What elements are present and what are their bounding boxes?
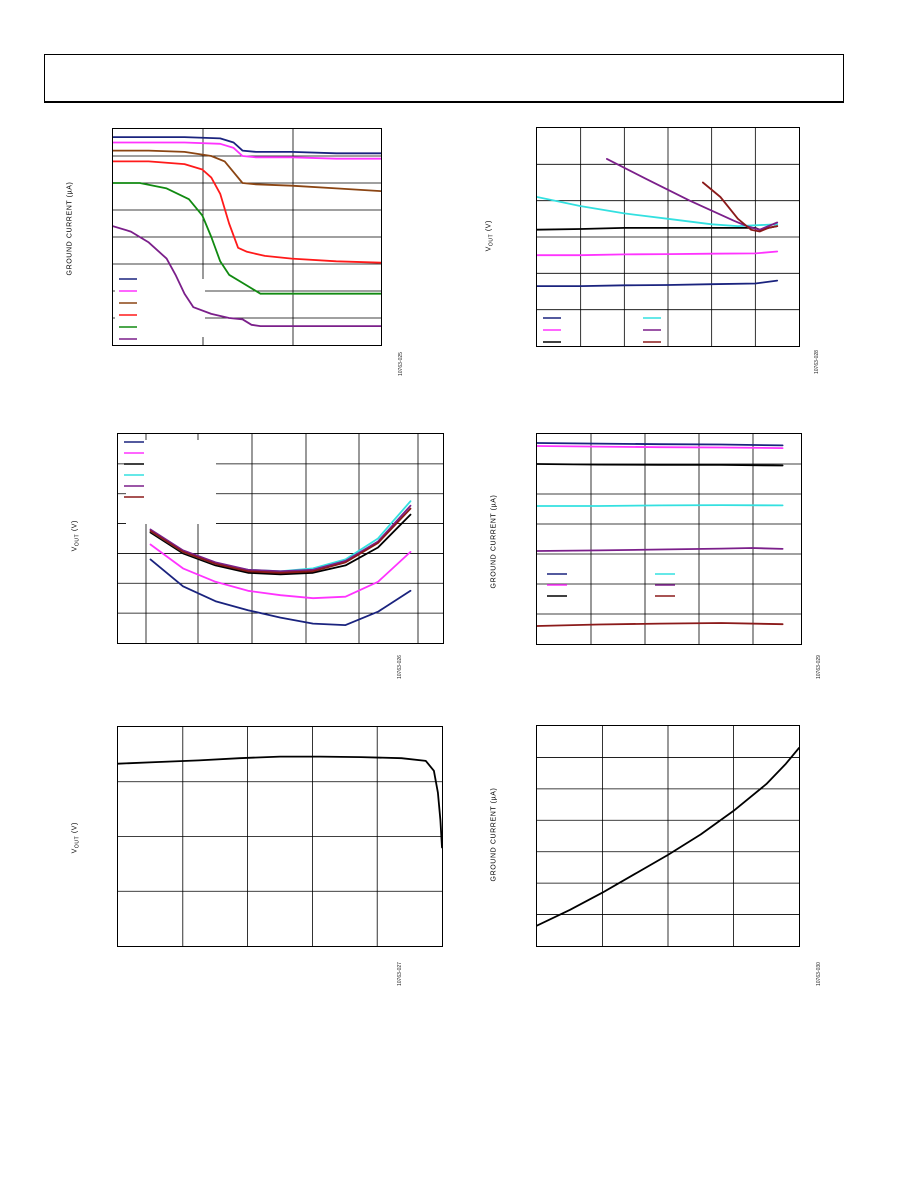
chart-fig25-figure-id: 10763-025 [398,352,404,376]
series-line-5 [537,547,784,552]
series-line-1 [113,136,381,155]
chart-fig28: VOUT (V) 10763-028 [480,120,840,380]
chart-fig29-plot-area [536,433,802,645]
series-line-6 [113,225,381,327]
chart-fig26-svg [118,434,443,643]
chart-fig28-figure-id: 10763-028 [814,350,820,374]
chart-fig26-ylabel: VOUT (V) [71,520,81,552]
chart-fig27-plot-area [117,726,443,947]
chart-fig29: GROUND CURRENT (µA) 10763-029 [480,425,840,685]
series-line-3 [149,513,412,576]
series-line-2 [149,543,412,600]
chart-fig28-plot-area [536,127,800,347]
chart-fig25: GROUND CURRENT (µA) 10763-025 [60,120,420,380]
series-line-1 [537,442,784,447]
chart-fig27-svg [118,727,442,946]
chart-fig28-ylabel: VOUT (V) [485,220,495,252]
series-line-4 [113,160,381,264]
series-line-6 [702,181,779,233]
chart-fig26-plot-area [117,433,444,644]
series-line-1 [537,279,779,287]
series-line-4 [537,196,779,227]
series-line-2 [113,141,381,160]
series-line-6 [149,507,412,574]
series-line-6 [537,622,784,627]
series-line-1 [149,558,412,626]
series-line-1 [537,747,799,927]
chart-fig27-figure-id: 10763-027 [397,962,403,986]
series-line-4 [537,504,784,507]
chart-fig25-plot-area [112,128,382,346]
series-line-5 [113,182,381,295]
chart-fig29-figure-id: 10763-029 [816,655,822,679]
series-line-5 [149,504,412,573]
series-line-2 [537,250,779,257]
series-line-2 [537,445,784,449]
chart-fig29-ylabel: GROUND CURRENT (µA) [490,494,498,589]
chart-fig27: VOUT (V) 10763-027 [60,718,443,988]
series-line-3 [113,149,381,192]
chart-fig30-figure-id: 10763-030 [816,962,822,986]
page-header-box [44,54,844,103]
chart-fig30: GROUND CURRENT (µA) 10763-030 [480,718,840,988]
series-line-1 [118,755,442,849]
series-line-5 [606,158,779,231]
chart-fig26: VOUT (V) 10763-026 [60,425,444,685]
chart-fig25-svg [113,129,381,345]
chart-fig30-plot-area [536,725,800,947]
chart-fig26-figure-id: 10763-026 [397,655,403,679]
chart-fig30-ylabel: GROUND CURRENT (µA) [490,787,498,882]
chart-fig25-ylabel: GROUND CURRENT (µA) [66,181,74,276]
chart-fig29-svg [537,434,801,644]
chart-fig27-ylabel: VOUT (V) [71,822,81,854]
chart-fig30-svg [537,726,799,946]
legend-background [115,279,205,337]
legend-background [126,440,216,524]
series-line-3 [537,463,784,467]
chart-fig28-svg [537,128,799,346]
